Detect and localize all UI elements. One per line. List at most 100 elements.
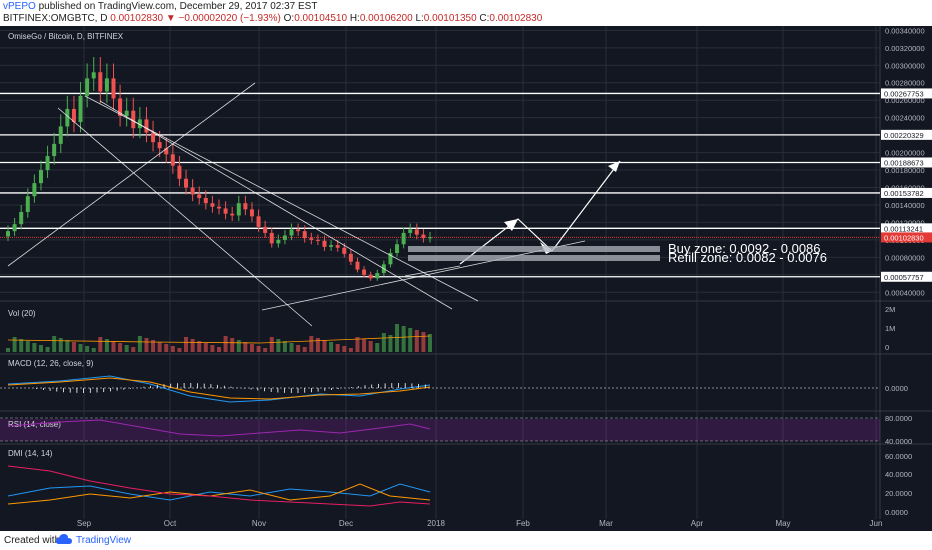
volume-tick-label: 1M (885, 324, 895, 333)
candle-body (263, 226, 268, 233)
candle-body (388, 252, 393, 265)
volume-bar (276, 339, 281, 352)
volume-bar (71, 342, 76, 352)
candle-body (197, 194, 202, 198)
volume-bar (124, 345, 129, 352)
volume-bar (164, 344, 169, 352)
chart-svg[interactable]: Sep Oct Nov Dec 2018 Feb Mar Apr May Jun 0.0034000… (0, 26, 932, 531)
volume-bar (52, 336, 57, 352)
y-tick-label: 0.00040000 (885, 288, 925, 297)
volume-bar (249, 344, 254, 352)
candle-body (12, 224, 17, 232)
volume-bar (375, 343, 380, 352)
volume-bar (190, 339, 195, 352)
candle-body (6, 231, 10, 237)
candle-body (98, 72, 103, 92)
level-label: 0.00057757 (884, 273, 924, 282)
open-label: O: (283, 13, 295, 24)
volume-bar (269, 337, 274, 352)
candle-body (131, 110, 136, 129)
candle-body (256, 216, 261, 227)
candle-body (401, 232, 406, 245)
publish-line: vPEPO published on TradingView.com, Dece… (3, 1, 317, 12)
volume-bar (6, 348, 10, 352)
candle-body (104, 78, 109, 92)
volume-bar (104, 339, 109, 352)
volume-bar (329, 342, 334, 352)
candle-body (177, 165, 182, 179)
candle-body (25, 196, 30, 212)
candle-body (19, 211, 24, 225)
change-value: −0.00002020 (−1.93%) (178, 13, 281, 24)
rsi-band (0, 419, 880, 441)
y-tick-label: 0.00180000 (885, 166, 925, 175)
volume-bar (137, 336, 142, 352)
rsi-line (7, 419, 431, 437)
volume-bar (335, 344, 340, 352)
dmi-minus-line (7, 483, 431, 505)
trend-line (7, 82, 256, 267)
candle-body (190, 187, 195, 195)
candle-body (71, 108, 76, 123)
level-label: 0.00153782 (884, 189, 924, 198)
candle-body (249, 209, 254, 217)
candle-body (289, 229, 294, 236)
candle-body (309, 238, 314, 240)
volume-bar (322, 340, 327, 352)
candle-body (137, 119, 142, 129)
level-label-box (881, 157, 932, 168)
volume-bar (19, 339, 24, 352)
author-link[interactable]: vPEPO (3, 1, 36, 12)
zone-band (408, 255, 660, 261)
volume-bar (25, 341, 30, 352)
candle-body (144, 119, 149, 133)
volume-bar (111, 341, 116, 352)
chart-canvas[interactable]: Sep Oct Nov Dec 2018 Feb Mar Apr May Jun 0.0034000… (0, 26, 932, 531)
volume-bar (395, 324, 400, 352)
volume-bar (210, 345, 215, 352)
x-tick-label: Apr (691, 519, 704, 528)
trend-line (261, 240, 586, 311)
symbol-label: BITFINEX:OMGBTC, D (3, 13, 108, 24)
volume-bar (131, 347, 136, 352)
x-tick-label: Sep (77, 519, 92, 528)
volume-bar (408, 328, 413, 352)
level-label: 0.00267753 (884, 89, 924, 98)
volume-bar (170, 346, 175, 352)
tradingview-link[interactable]: TradingView (76, 535, 132, 546)
candle-body (91, 72, 96, 79)
last-value: 0.00102830 (110, 13, 164, 24)
dmi-plus-line (7, 483, 431, 501)
volume-bar (203, 343, 208, 352)
candle-body (342, 247, 347, 254)
dmi-tick-label: 60.0000 (885, 452, 912, 461)
candle-body (223, 208, 228, 214)
candle-body (32, 183, 37, 197)
x-tick-label: Feb (516, 519, 530, 528)
x-tick-label: 2018 (427, 519, 445, 528)
volume-bar (78, 344, 83, 352)
candle-body (375, 273, 380, 279)
candle-body (368, 274, 373, 279)
candle-body (335, 245, 340, 248)
volume-bar (151, 340, 156, 352)
volume-bar (348, 348, 353, 352)
low-value: 0.00101350 (423, 13, 477, 24)
candle-body (302, 231, 307, 239)
volume-bar (362, 339, 367, 352)
y-tick-label: 0.00260000 (885, 96, 925, 105)
volume-bar (12, 337, 17, 352)
chart-header: vPEPO published on TradingView.com, Dece… (0, 0, 932, 26)
close-label: C: (479, 13, 490, 24)
volume-tick-label: 0 (885, 343, 889, 352)
open-value: 0.00104510 (294, 13, 348, 24)
low-label: L: (415, 13, 424, 24)
candle-body (243, 203, 248, 210)
candle-body (408, 229, 413, 233)
candle-body (151, 132, 156, 143)
candle-body (58, 126, 63, 144)
candle-body (118, 98, 123, 116)
down-triangle-icon: ▼ (165, 13, 176, 24)
candle-body (184, 178, 189, 188)
candle-body (157, 142, 162, 149)
